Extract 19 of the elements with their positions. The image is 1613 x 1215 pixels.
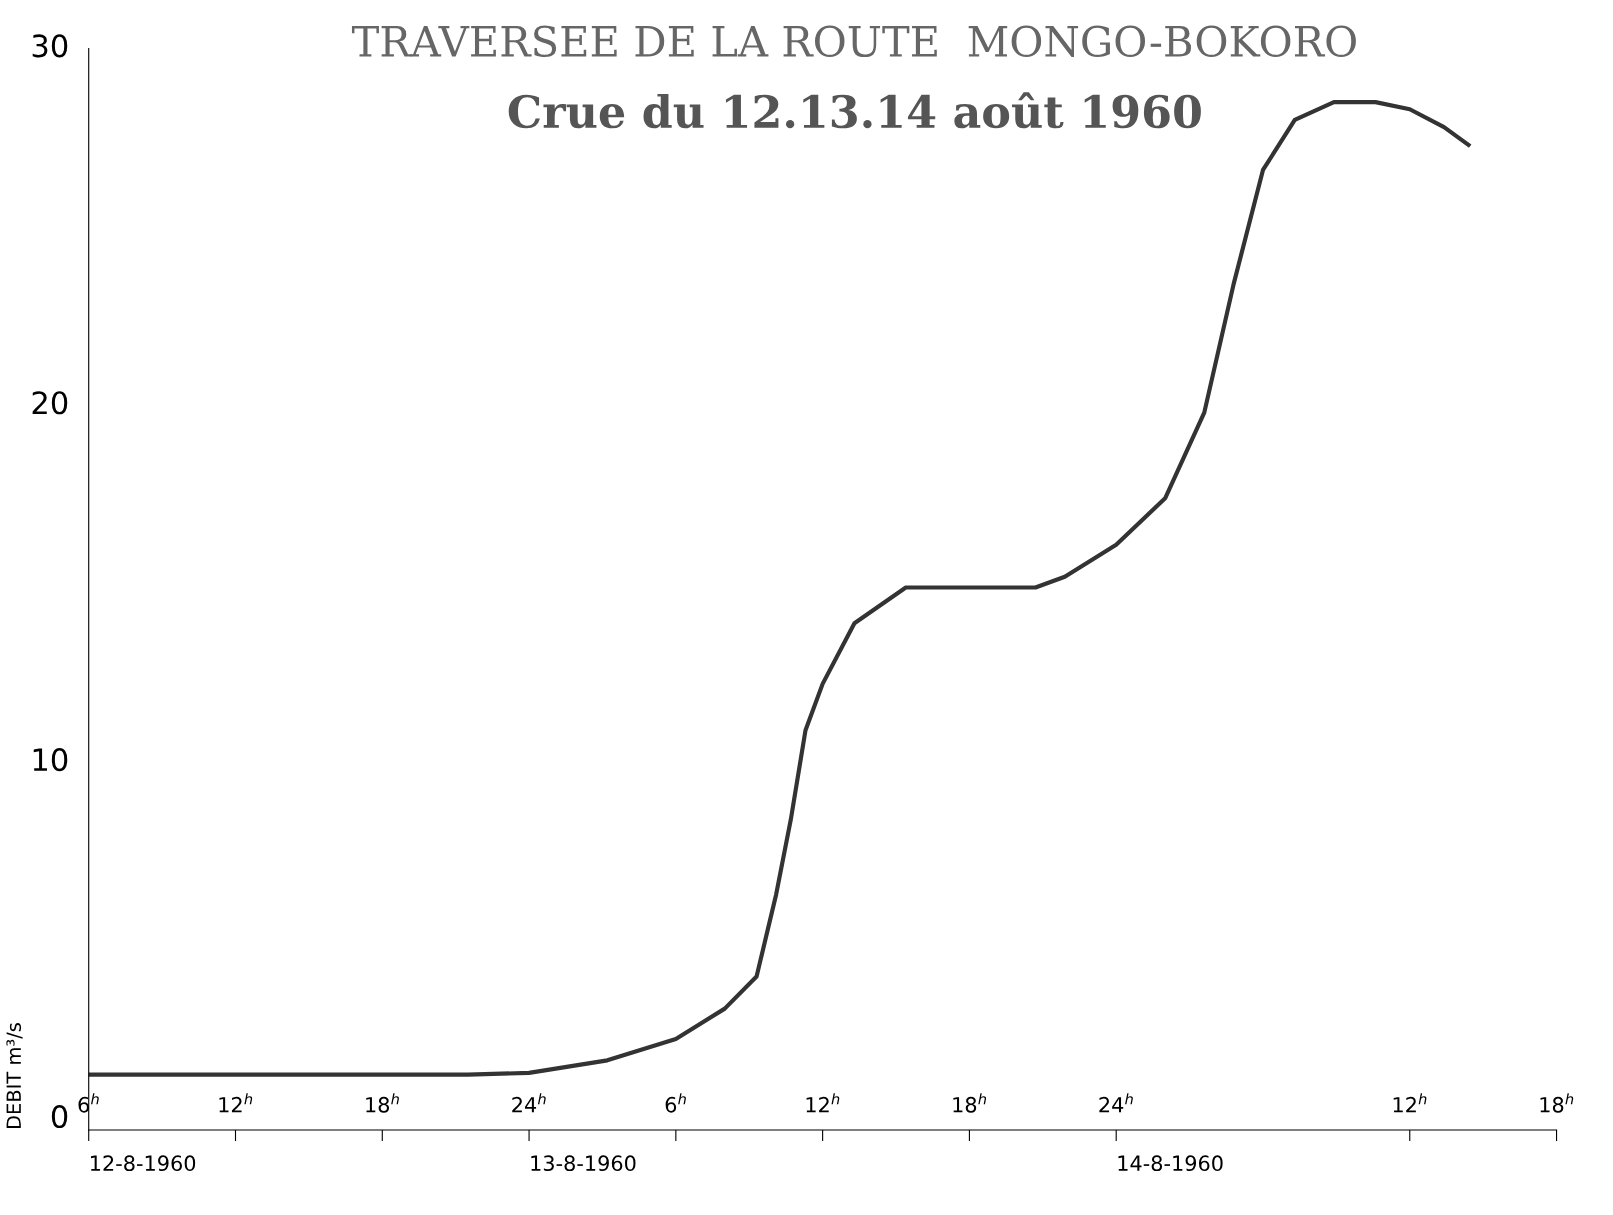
x-tick-label: 18$^{h}$ [953, 1093, 987, 1113]
x-tick-label: 12$^{h}$ [806, 1093, 840, 1113]
x-tick-label: 24$^{h}$ [512, 1093, 546, 1113]
x-tick-label: 12$^{h}$ [1393, 1093, 1427, 1113]
text: 13-8-1960 [531, 1155, 636, 1172]
x-tick-label: 24$^{h}$ [1099, 1093, 1133, 1113]
text: 14-8-1960 [1118, 1155, 1223, 1172]
y-axis-title: DEBIT m³/s [6, 1023, 23, 1129]
chart-title: TRAVERSEE DE LA ROUTE MONGO-BOKORO [351, 25, 1356, 58]
x-tick-label: 6$^{h}$ [665, 1093, 686, 1113]
text: 12-8-1960 [91, 1155, 196, 1172]
y-tick-label: 30 [32, 34, 68, 58]
y-tick-label: 10 [33, 748, 68, 772]
x-tick-label: 18$^{h}$ [1540, 1093, 1574, 1113]
y-tick-label: 0 [51, 1105, 68, 1129]
y-tick-label: 20 [32, 391, 68, 415]
x-tick-label: 12$^{h}$ [219, 1093, 253, 1113]
text: Crue du 12.13.14 août 1960 [508, 92, 1201, 129]
x-tick-label: 18$^{h}$ [366, 1093, 399, 1113]
